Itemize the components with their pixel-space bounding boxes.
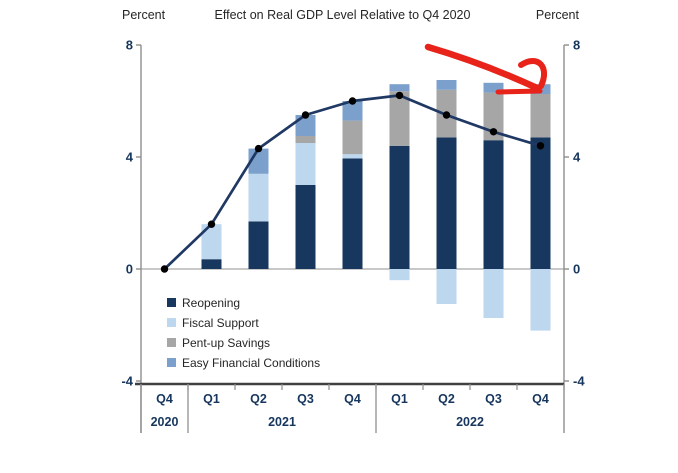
bar-segment	[342, 158, 363, 269]
year-label: 2022	[456, 415, 484, 429]
bar-segment	[342, 154, 363, 159]
bar-segment	[248, 221, 269, 269]
bar-segment	[389, 145, 410, 269]
total-line-marker	[395, 91, 404, 100]
fiscal-support-swatch-icon	[167, 318, 176, 327]
legend-label-fiscal-support: Fiscal Support	[182, 315, 259, 330]
bar-segment	[295, 115, 316, 136]
bar-segment-negative	[389, 269, 410, 281]
reopening-swatch-icon	[167, 298, 176, 307]
bar-segment	[295, 143, 316, 185]
left-axis-tick-label: 8	[126, 38, 133, 53]
bar-segment	[295, 136, 316, 143]
total-line-marker	[301, 111, 310, 119]
bar-segment	[530, 137, 551, 269]
legend-item-fiscal-support: Fiscal Support	[167, 315, 320, 330]
legend-item-reopening: Reopening	[167, 295, 320, 310]
total-line-marker	[254, 144, 263, 153]
bar-segment	[483, 82, 504, 93]
left-axis-tick-label: -4	[121, 374, 133, 389]
legend-item-pent-up-savings: Pent-up Savings	[167, 335, 320, 350]
left-axis-tick-label: 4	[126, 150, 134, 165]
total-line-marker	[489, 128, 498, 136]
total-line-marker	[536, 142, 545, 150]
legend-label-reopening: Reopening	[182, 295, 241, 310]
bar-segment	[483, 140, 504, 269]
legend-item-easy-financial-conditions: Easy Financial Conditions	[167, 355, 320, 370]
quarter-label: Q3	[485, 392, 502, 406]
total-line-marker	[160, 265, 169, 273]
quarter-label: Q1	[391, 392, 408, 406]
bar-segment	[530, 94, 551, 138]
quarter-label: Q4	[532, 392, 549, 406]
bar-segment-negative	[483, 269, 504, 318]
right-axis-tick-label: 0	[573, 262, 580, 277]
red-arrow-underline-icon	[495, 88, 543, 95]
bar-segment	[342, 101, 363, 121]
year-label: 2021	[268, 415, 296, 429]
left-axis-unit-label: Percent	[122, 8, 166, 22]
bar-segment	[483, 92, 504, 141]
easy-financial-conditions-swatch-icon	[167, 358, 176, 367]
bar-segment	[342, 120, 363, 155]
year-label: 2020	[151, 415, 179, 429]
quarter-label: Q1	[203, 392, 220, 406]
red-arrow-shaft-icon	[424, 43, 541, 92]
legend-label-pent-up-savings: Pent-up Savings	[182, 335, 271, 350]
total-line-marker	[348, 97, 357, 105]
bar-segment	[436, 80, 457, 90]
quarter-label: Q4	[344, 392, 361, 406]
bar-segment	[201, 224, 222, 260]
bar-segment	[248, 173, 269, 222]
right-axis-tick-label: 8	[573, 38, 580, 53]
total-line-marker	[207, 220, 216, 228]
total-line-marker	[442, 111, 451, 119]
quarter-label: Q3	[297, 392, 314, 406]
right-axis-unit-label: Percent	[535, 8, 579, 22]
right-axis-tick-label: 4	[573, 150, 581, 165]
bar-segment-negative	[530, 269, 551, 331]
quarter-label: Q2	[250, 392, 267, 406]
bar-segment	[389, 91, 410, 146]
bar-segment	[389, 84, 410, 92]
bar-segment	[295, 185, 316, 269]
bar-segment-negative	[436, 269, 457, 304]
left-axis-tick-label: 0	[126, 262, 133, 277]
chart-legend: Reopening Fiscal Support Pent-up Savings…	[167, 295, 320, 370]
legend-label-easy-financial-conditions: Easy Financial Conditions	[182, 355, 321, 370]
right-axis-tick-label: -4	[573, 374, 585, 389]
pent-up-savings-swatch-icon	[167, 338, 176, 347]
quarter-label: Q2	[438, 392, 455, 406]
quarter-label: Q4	[156, 392, 173, 406]
bar-segment	[436, 137, 457, 269]
bar-segment	[201, 259, 222, 269]
red-arrow-head-icon	[518, 58, 548, 89]
